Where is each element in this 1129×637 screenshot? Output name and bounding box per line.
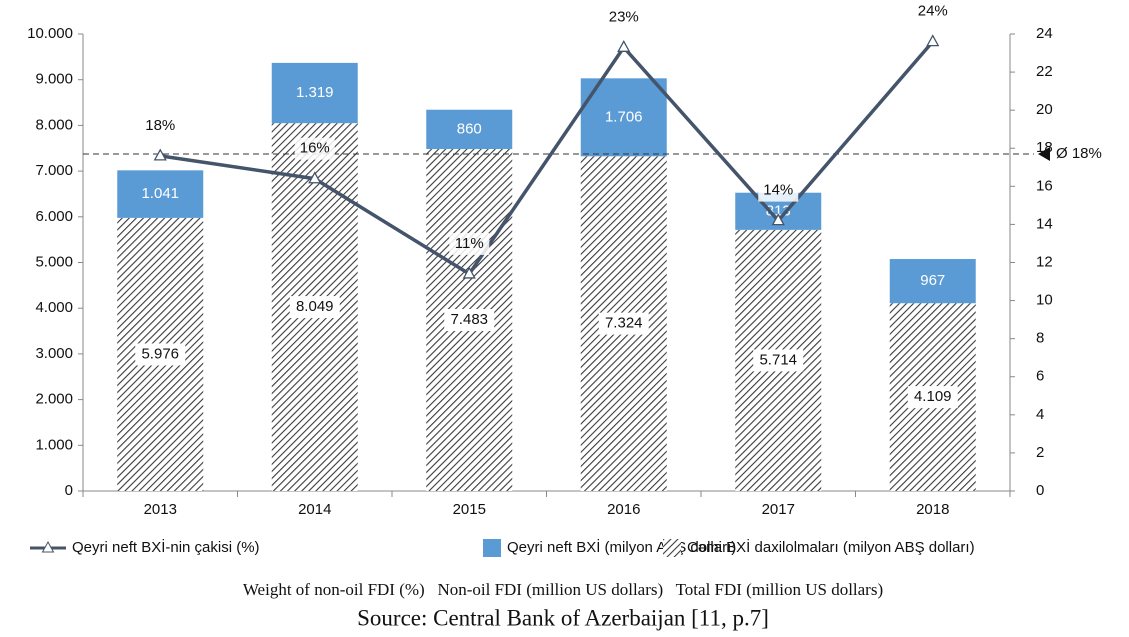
y2-tick-label: 0	[1036, 482, 1044, 499]
bar-value-label: 1.041	[141, 185, 179, 202]
y-tick-label: 5.000	[35, 253, 73, 270]
source: Source: Central Bank of Azerbaijan [11, …	[357, 605, 769, 630]
legend-swatch	[483, 539, 501, 557]
bar	[117, 170, 204, 218]
y-tick-label: 9.000	[35, 71, 73, 88]
x-tick-label: 2017	[762, 501, 795, 518]
y2-tick-label: 8	[1036, 330, 1044, 347]
x-tick-label: 2016	[607, 501, 640, 518]
label-box	[449, 232, 490, 255]
y2-tick-label: 16	[1036, 177, 1053, 194]
reference-label: Ø 18%	[1056, 145, 1102, 162]
line-marker	[462, 266, 476, 279]
y2-tick-label: 20	[1036, 101, 1053, 118]
line	[159, 40, 935, 277]
y2-tick-label: 12	[1036, 253, 1053, 270]
bar	[426, 109, 513, 150]
label-box	[758, 179, 799, 202]
line-marker	[617, 39, 631, 52]
line-value-label: 11%	[455, 235, 484, 252]
line-marker	[153, 148, 167, 161]
x-tick-label: 2018	[916, 501, 949, 518]
y2-tick-label: 2	[1036, 444, 1044, 461]
y-tick-label: 7.000	[35, 162, 73, 179]
x-tick-label: 2014	[298, 501, 331, 518]
y-tick-label: 0	[65, 482, 73, 499]
y2-tick-label: 6	[1036, 368, 1044, 385]
line-value-label: 23%	[609, 8, 639, 25]
x-tick-label: 2015	[453, 501, 486, 518]
legend-marker	[41, 540, 55, 553]
line-value-label: 24%	[918, 3, 948, 20]
bar	[889, 259, 976, 304]
bar-value-label: 8.049	[296, 298, 334, 315]
y-tick-label: 8.000	[35, 116, 73, 133]
y-tick-label: 1.000	[35, 436, 73, 453]
y2-tick-label: 22	[1036, 63, 1053, 80]
caption: Weight of non-oil FDI (%) Non-oil FDI (m…	[243, 580, 883, 599]
bar	[271, 62, 358, 124]
bar-value-label: 4.109	[914, 388, 952, 405]
label-box	[753, 349, 804, 372]
legend-label: Cəmi BXİ daxilolmaları (milyon ABŞ dolla…	[687, 538, 975, 556]
y-tick-label: 4.000	[35, 299, 73, 316]
legend-label: Qeyri neft BXİ-nin çakisi (%)	[72, 538, 260, 556]
legend-swatch	[663, 539, 681, 557]
bar-value-label: 1.319	[296, 84, 334, 101]
line-value-label: 14%	[763, 182, 793, 199]
y2-tick-label: 14	[1036, 215, 1053, 232]
line-value-label: 16%	[300, 140, 330, 157]
y2-tick-label: 10	[1036, 292, 1053, 309]
bar-value-label: 860	[457, 120, 482, 137]
line-marker	[926, 34, 940, 47]
y2-tick-label: 4	[1036, 406, 1044, 423]
label-box	[598, 312, 649, 335]
bar-value-label: 5.976	[141, 345, 179, 362]
y2-tick-label: 24	[1036, 25, 1053, 42]
label-box	[294, 137, 335, 160]
y-tick-label: 3.000	[35, 345, 73, 362]
line-marker	[308, 171, 322, 184]
label-box	[912, 0, 953, 23]
label-box	[603, 6, 644, 29]
bar-value-label: 5.714	[759, 351, 797, 368]
line-marker	[771, 213, 785, 226]
label-box	[907, 386, 958, 409]
label-box	[140, 114, 181, 137]
reference-arrow	[1038, 146, 1050, 161]
bar-value-label: 7.483	[450, 311, 488, 328]
y-tick-label: 2.000	[35, 391, 73, 408]
label-box	[135, 343, 186, 366]
label-box	[444, 309, 495, 332]
line-value-label: 18%	[145, 117, 175, 134]
y-tick-label: 6.000	[35, 208, 73, 225]
bar-value-label: 7.324	[605, 315, 643, 332]
bar-value-label: 967	[920, 272, 945, 289]
label-box	[289, 296, 340, 319]
x-tick-label: 2013	[144, 501, 177, 518]
bar-value-label: 1.706	[605, 108, 643, 125]
y-tick-label: 10.000	[27, 25, 73, 42]
